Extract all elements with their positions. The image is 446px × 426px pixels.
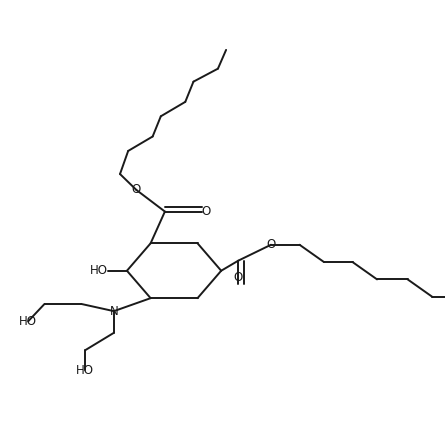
Text: O: O [234,271,243,284]
Text: O: O [132,184,141,196]
Text: HO: HO [90,264,108,277]
Text: HO: HO [76,364,94,377]
Text: O: O [202,205,211,218]
Text: N: N [110,305,118,318]
Text: HO: HO [19,315,37,328]
Text: O: O [266,238,276,251]
